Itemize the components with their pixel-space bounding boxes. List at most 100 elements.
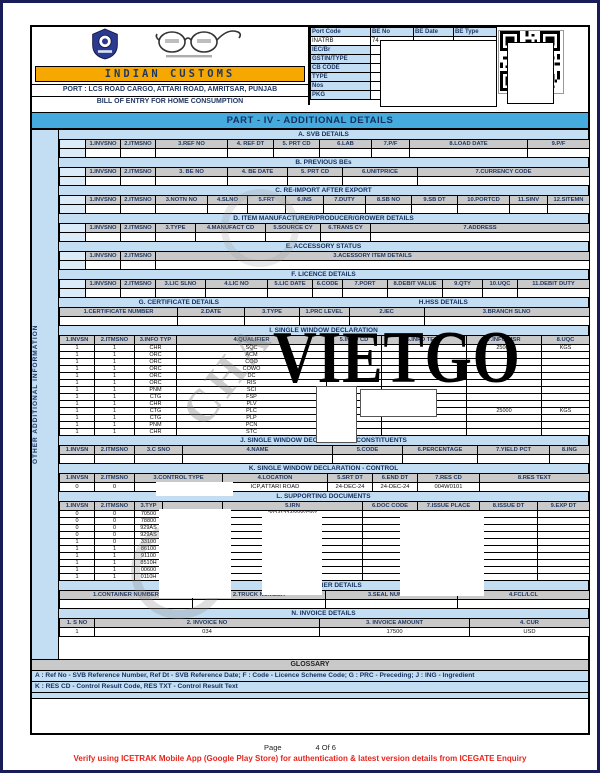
table-row: 1 1 ORC DC <box>59 372 590 380</box>
column-header: 2.IEC <box>348 307 425 317</box>
row-label: IEC/Br <box>310 45 371 55</box>
section-k-table: 1.INVSN 2.ITMSNO 3.CONTROL TYPE 4.LOCATION 5… <box>59 473 590 492</box>
column-header: 3.C SNO <box>134 445 183 455</box>
column-header: 4. BE DATE <box>227 167 288 177</box>
column-header: 6.LAB <box>319 139 372 149</box>
table-cell: 034 <box>94 627 320 637</box>
column-header: 2. INVOICE NO <box>94 618 320 628</box>
row-label: CB CODE <box>310 63 371 73</box>
table-cell <box>479 517 538 525</box>
column-header: 7.PORT <box>342 279 388 289</box>
vietgo-watermark: VIETGO <box>273 317 521 399</box>
column-header: 11.SINV <box>509 195 548 205</box>
page-value: 4 Of 6 <box>315 743 336 752</box>
column-header: 9.P/F <box>527 139 590 149</box>
table-cell <box>537 559 590 567</box>
column-header: 6.UNITPRICE <box>342 167 418 177</box>
redaction-box <box>507 42 554 104</box>
column-header: 7.YIELD PCT <box>477 445 550 455</box>
column-header: 7.ADDRESS <box>370 223 590 233</box>
table-cell: CTG <box>134 414 177 422</box>
column-header: 4. REF DT <box>227 139 274 149</box>
content-box: INDIAN CUSTOMS PORT : LCS ROAD CARGO, AT… <box>30 25 590 735</box>
blank-space <box>59 637 588 659</box>
table-cell <box>479 566 538 574</box>
table-cell: 1 <box>59 414 95 422</box>
page-label: Page <box>264 743 282 752</box>
redaction-box <box>156 482 233 496</box>
table-cell: 1 <box>59 386 95 394</box>
table-cell <box>541 386 590 394</box>
section-gh: G. CERTIFICATE DETAILS 1.CERTIFICATE NUM… <box>59 297 590 326</box>
column-header-row: 1.INVSN 2.ITMSNO 3.CONTROL TYPE 4.LOCATION 5… <box>59 473 590 483</box>
brand-block: INDIAN CUSTOMS PORT : LCS ROAD CARGO, AT… <box>32 27 310 105</box>
table-row <box>59 288 590 298</box>
section-n-table: 1. S NO 2. INVOICE NO 3. INVOICE AMOUNT 4. … <box>59 618 590 637</box>
table-cell <box>537 517 590 525</box>
table-row <box>59 148 590 158</box>
column-header: 11.DEBIT DUTY <box>517 279 590 289</box>
table-row: 0 0 929AS <box>59 524 590 532</box>
table-cell <box>541 358 590 366</box>
column-header: 3.INFO TYP <box>134 335 177 345</box>
table-cell: CTG <box>134 407 177 415</box>
column-header: 2.ITMSNO <box>120 251 156 261</box>
table-cell: KGS <box>541 407 590 415</box>
table-cell <box>541 351 590 359</box>
column-header: 7.CURRENCY CODE <box>417 167 590 177</box>
column-header: 5.CODE <box>332 445 403 455</box>
table-row <box>59 316 300 326</box>
table-cell <box>537 552 590 560</box>
column-header: 1.INVSNO <box>85 279 121 289</box>
table-cell <box>59 316 178 326</box>
table-cell: 1 <box>59 365 95 373</box>
column-header: 8.DEBIT VALUE <box>387 279 443 289</box>
row-label: TYPE <box>310 72 371 82</box>
column-header <box>59 279 86 289</box>
table-cell: 1 <box>59 559 95 567</box>
table-cell: 0 <box>94 538 135 546</box>
column-header: 7.ISSUE PLACE <box>417 501 480 511</box>
column-header-row: 1.INVSN 2.ITMSNO 3.TYP 5.IRN 6.DOC CODE 7.ISS… <box>59 501 590 511</box>
table-cell: 1 <box>59 627 95 637</box>
table-cell: CHR <box>134 400 177 408</box>
table-cell <box>479 510 538 518</box>
column-header: 2.ITMSNO <box>120 223 156 233</box>
table-cell: 25000 <box>466 407 542 415</box>
table-cell <box>537 545 590 553</box>
table-cell <box>541 393 590 401</box>
column-header: 2.ITMSNO <box>94 473 135 483</box>
table-cell: 1 <box>94 351 135 359</box>
table-row: 1 1 ORC COWO <box>59 365 590 373</box>
table-cell: 1 <box>94 379 135 387</box>
column-header: 6.PERCENTAGE <box>402 445 478 455</box>
table-cell <box>479 545 538 553</box>
column-header: 4.LIC NO <box>205 279 268 289</box>
table-cell: 1 <box>59 379 95 387</box>
document-title-line: BILL OF ENTRY FOR HOME CONSUMPTION <box>32 96 308 107</box>
column-header: 3.ACESSORY ITEM DETAILS <box>155 251 590 261</box>
column-header: 3. INVOICE AMOUNT <box>319 618 470 628</box>
table-cell <box>541 365 590 373</box>
redaction-box <box>400 511 484 596</box>
column-header: 1.INVSNO <box>85 223 121 233</box>
section-h: H.HSS DETAILS 1.PRC LEVEL 2.IEC 3.BRANCH S… <box>298 297 590 326</box>
table-cell <box>541 372 590 380</box>
table-cell <box>479 538 538 546</box>
column-header: 9.EXP DT <box>537 501 590 511</box>
main-area: OTHER ADDITIONAL INFORMATION A. SVB DETA… <box>32 129 590 659</box>
column-header <box>59 195 86 205</box>
table-cell: 1 <box>94 559 135 567</box>
section-f-table: 1.INVSNO 2.ITMSNO 3.LIC SLNO 4.LIC NO 5.LIC … <box>59 279 590 298</box>
redaction-box <box>360 389 437 417</box>
column-header-row: 1.INVSNO 2.ITMSNO 3.REF NO 4. REF DT 5. PRT … <box>59 139 590 149</box>
sections: A. SVB DETAILS 1.INVSNO 2.ITMSNO 3.REF NO 4… <box>59 129 590 659</box>
part-title-bar: PART - IV - ADDITIONAL DETAILS <box>32 112 588 129</box>
page-number-line: Page 4 Of 6 <box>3 743 597 752</box>
table-cell: 1 <box>59 351 95 359</box>
column-header-row: 1.INVSNO 2.ITMSNO 3.LIC SLNO 4.LIC NO 5.LIC … <box>59 279 590 289</box>
column-header: 2.ITMSNO <box>120 279 156 289</box>
column-header: 9.QTY <box>442 279 483 289</box>
column-header: 7.P/F <box>371 139 410 149</box>
table-cell: 0 <box>59 531 95 539</box>
